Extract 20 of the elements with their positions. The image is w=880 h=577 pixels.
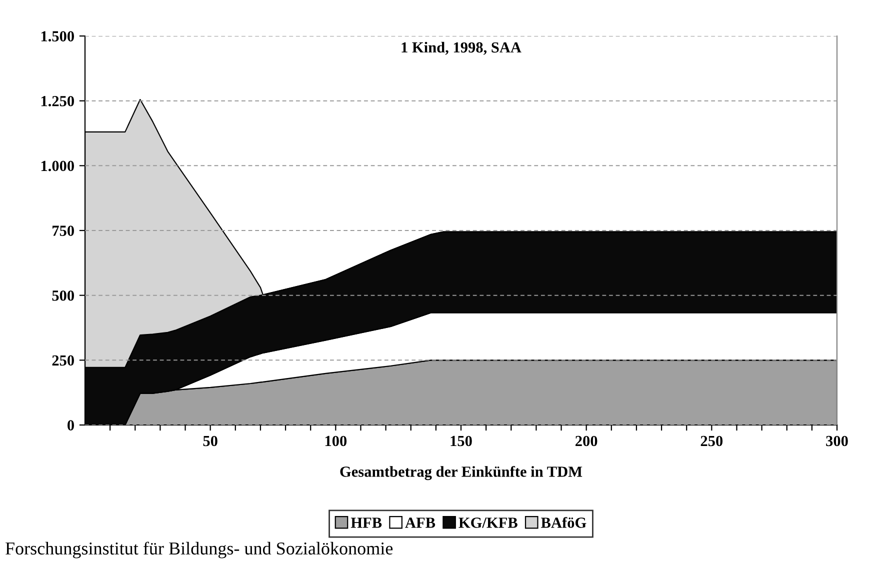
- x-tick-label: 300: [826, 436, 848, 446]
- y-tick-label: 0: [68, 420, 74, 430]
- text: Forschungsinstitut für Bildungs- und Sozialökonomie: [6, 542, 393, 558]
- x-tick-label: 50: [203, 436, 218, 446]
- y-tick-label: 1.500: [41, 31, 74, 42]
- x-tick-label: 200: [576, 436, 598, 446]
- x-tick-label: 150: [450, 436, 472, 446]
- x-tick-label: 100: [325, 436, 347, 446]
- chart-title: 1 Kind, 1998, SAA: [402, 42, 522, 55]
- y-tick-label: 500: [52, 290, 74, 301]
- legend-label: BAföG: [541, 516, 586, 528]
- y-tick-label: 750: [52, 226, 74, 236]
- legend-label: KG/KFB: [458, 518, 518, 528]
- x-tick-label: 250: [700, 436, 723, 446]
- y-tick-label: 1.000: [41, 160, 74, 172]
- legend-label: AFB: [405, 518, 436, 528]
- y-tick-label: 1.250: [41, 96, 74, 106]
- x-axis-title: Gesamtbetrag der Einkünfte in TDM: [340, 466, 582, 480]
- y-tick-label: 250: [52, 355, 74, 366]
- legend-label: HFB: [350, 518, 382, 528]
